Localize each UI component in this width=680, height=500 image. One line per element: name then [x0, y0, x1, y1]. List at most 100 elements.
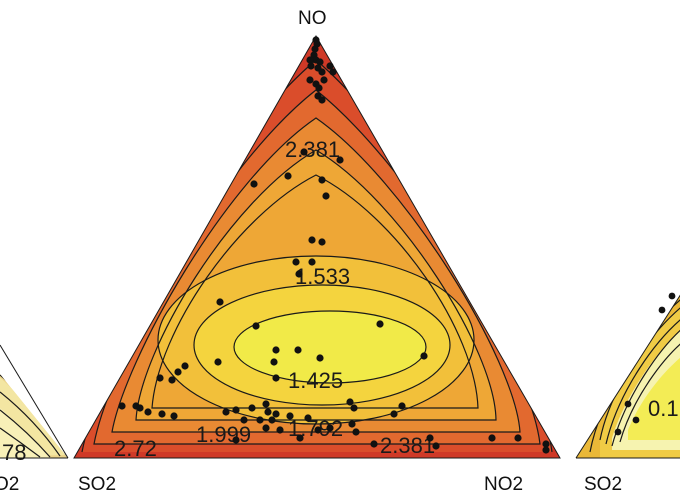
data-point	[256, 416, 264, 424]
right-contour-label: 0.1	[648, 396, 679, 421]
data-point	[306, 76, 314, 84]
center-data-points	[118, 36, 550, 454]
left-isoline	[0, 409, 51, 458]
right-edge	[575, 294, 680, 459]
data-point	[270, 358, 278, 366]
center-isoline	[151, 174, 479, 409]
data-point	[272, 374, 280, 382]
center-band	[234, 311, 426, 383]
data-point	[318, 238, 326, 246]
left-isoline	[0, 427, 41, 458]
right-data-points	[614, 292, 676, 436]
data-point	[614, 428, 622, 436]
center-contour-label: 1.425	[288, 368, 343, 393]
right-vertex-label-bottom-left: SO2	[584, 474, 622, 495]
center-contour-label: 2.72	[114, 436, 157, 461]
data-point	[308, 258, 316, 266]
data-point	[542, 446, 550, 454]
data-point	[262, 400, 270, 408]
data-point	[624, 400, 632, 408]
center-vertex-label-top: NO	[298, 8, 327, 29]
center-contour-label: 1.533	[295, 264, 350, 289]
data-point	[336, 156, 344, 164]
data-point	[329, 68, 337, 76]
data-point	[292, 258, 300, 266]
data-point	[307, 62, 315, 70]
data-point	[156, 374, 164, 382]
left-band-inner	[0, 330, 50, 458]
data-point	[668, 292, 676, 300]
data-point	[314, 426, 322, 434]
data-point	[326, 424, 334, 432]
data-point	[315, 84, 323, 92]
data-point	[272, 410, 280, 418]
data-point	[284, 172, 292, 180]
data-point	[262, 424, 270, 432]
right-band	[628, 350, 680, 440]
center-vertex-label-bottom-left: SO2	[78, 474, 116, 495]
data-point	[296, 434, 304, 442]
data-point	[398, 402, 406, 410]
data-point	[318, 96, 326, 104]
data-point	[232, 436, 240, 444]
data-point	[348, 420, 356, 428]
data-point	[542, 440, 550, 448]
data-point	[426, 434, 434, 442]
center-contour-label: 2.381	[380, 433, 435, 458]
data-point	[420, 352, 428, 360]
center-contour-label: 1.999	[196, 422, 251, 447]
data-point	[488, 434, 496, 442]
data-point	[136, 404, 144, 412]
right-isoline	[619, 335, 680, 443]
data-point	[248, 404, 256, 412]
data-point	[252, 322, 260, 330]
data-point	[318, 176, 326, 184]
data-point	[658, 306, 666, 314]
right-isoline	[605, 311, 680, 445]
data-point	[316, 354, 324, 362]
data-point	[268, 416, 276, 424]
data-point	[322, 192, 330, 200]
data-point	[118, 402, 126, 410]
data-point	[272, 346, 280, 354]
data-point	[286, 412, 294, 420]
data-point	[144, 408, 152, 416]
data-point	[632, 416, 640, 424]
center-isoline	[233, 310, 427, 384]
center-isoline	[135, 149, 497, 421]
left-ternary-panel	[0, 90, 68, 458]
left-isoline	[0, 391, 61, 457]
data-point	[300, 148, 308, 156]
data-point	[181, 362, 189, 370]
right-ternary-panel	[576, 280, 680, 458]
data-point	[318, 68, 326, 76]
data-point	[276, 426, 284, 434]
data-point	[308, 236, 316, 244]
data-point	[216, 298, 224, 306]
data-point	[514, 434, 522, 442]
data-point	[370, 440, 378, 448]
data-point	[306, 56, 314, 64]
left-vertex-label-bottom-right: O2	[0, 474, 19, 495]
data-point	[240, 416, 248, 424]
data-point	[350, 404, 358, 412]
data-point	[250, 180, 258, 188]
center-triangle-outline	[73, 34, 561, 459]
left-contour-label: 78	[2, 440, 26, 465]
data-point	[390, 410, 398, 418]
center-ternary-panel	[74, 36, 560, 458]
center-vertex-label-bottom-right: NO2	[484, 474, 523, 495]
data-point	[170, 412, 178, 420]
data-point	[326, 62, 334, 70]
data-point	[376, 320, 384, 328]
center-contour-label: 2.381	[285, 137, 340, 162]
data-point	[174, 368, 182, 376]
data-point	[432, 442, 440, 450]
data-point	[295, 270, 303, 278]
data-point	[264, 408, 272, 416]
data-point	[158, 410, 166, 418]
data-point	[311, 45, 319, 53]
data-point	[222, 408, 230, 416]
data-point	[304, 414, 312, 422]
